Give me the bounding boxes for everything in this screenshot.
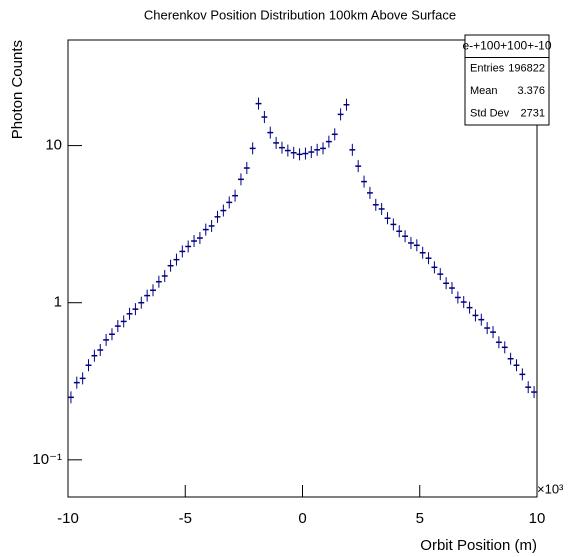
x-tick-label: 5 xyxy=(416,510,424,527)
y-tick-label: 10 xyxy=(45,137,62,154)
x-axis-label: Orbit Position (m) xyxy=(420,537,537,554)
y-tick-label: 1 xyxy=(54,294,62,311)
stats-title: e-+100+100+-10 xyxy=(462,38,551,52)
stats-value: 196822 xyxy=(508,63,545,75)
x-tick-label: -10 xyxy=(57,510,79,527)
chart-title: Cherenkov Position Distribution 100km Ab… xyxy=(144,7,456,22)
stats-value: 2731 xyxy=(521,108,545,120)
stats-name: Entries xyxy=(470,63,505,75)
stats-value: 3.376 xyxy=(517,85,545,97)
y-axis-label: Photon Counts xyxy=(9,40,26,139)
x-tick-label: -5 xyxy=(179,510,192,527)
y-tick-label: 10⁻¹ xyxy=(32,451,62,468)
x-tick-label: 10 xyxy=(529,510,546,527)
x-multiplier: ×10³ xyxy=(537,481,564,496)
stats-name: Mean xyxy=(470,85,498,97)
stats-name: Std Dev xyxy=(470,108,510,120)
stats-box xyxy=(464,34,550,126)
x-tick-label: 0 xyxy=(298,510,306,527)
